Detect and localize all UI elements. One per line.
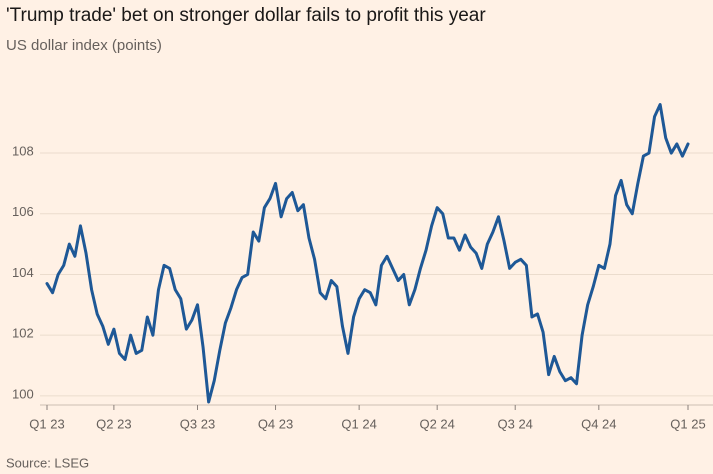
chart-subtitle: US dollar index (points) <box>6 37 162 54</box>
chart-title: 'Trump trade' bet on stronger dollar fai… <box>6 5 486 26</box>
x-tick-label: Q3 24 <box>497 416 532 431</box>
y-tick-label: 108 <box>12 143 34 158</box>
y-tick-label: 102 <box>12 326 34 341</box>
x-tick-label: Q3 23 <box>180 416 215 431</box>
y-tick-label: 106 <box>12 204 34 219</box>
y-tick-label: 104 <box>12 265 34 280</box>
x-tick-label: Q1 25 <box>670 416 705 431</box>
source-note: Source: LSEG <box>6 455 89 470</box>
line-series <box>45 103 690 404</box>
x-tick-label: Q1 23 <box>29 416 64 431</box>
x-tick-label: Q4 24 <box>581 416 616 431</box>
x-tick-label: Q4 23 <box>258 416 293 431</box>
x-tick-label: Q1 24 <box>341 416 376 431</box>
y-tick-label: 100 <box>12 386 34 401</box>
x-tick-label: Q2 23 <box>96 416 131 431</box>
x-tick-label: Q2 24 <box>419 416 454 431</box>
